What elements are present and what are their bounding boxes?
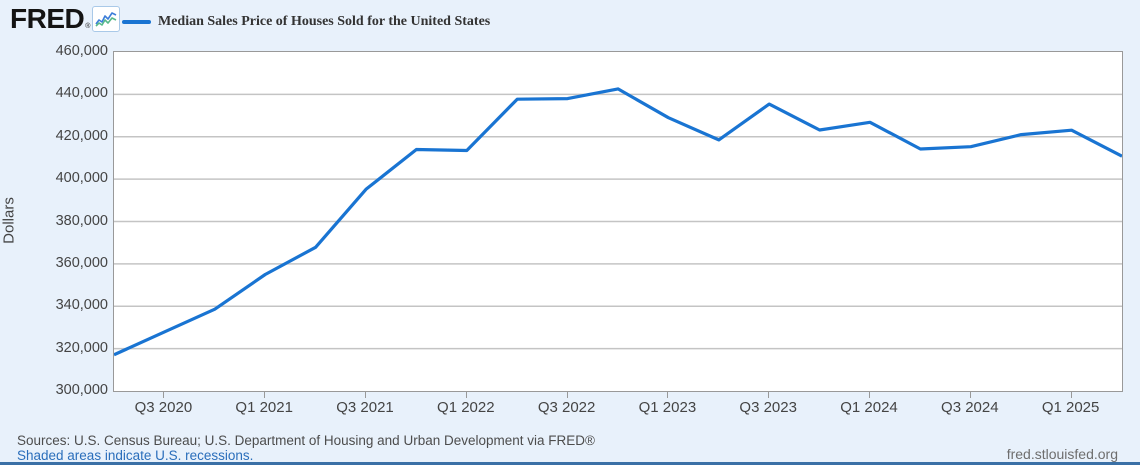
x-axis-tick [768,392,770,398]
bottom-accent-bar [0,462,1140,465]
x-axis-tick-label: Q3 2022 [537,399,596,416]
y-axis-tick-label: 320,000 [55,339,108,356]
y-axis-tick-label: 460,000 [55,43,108,59]
x-axis-tick-label: Q3 2023 [739,399,797,416]
x-axis-tick-label: Q1 2023 [638,399,697,416]
x-axis-tick-label: Q3 2024 [941,399,999,416]
registered-mark: ® [85,23,91,30]
x-axis-tick-label: Q1 2025 [1041,399,1100,416]
recessions-link[interactable]: Shaded areas indicate U.S. recessions. [17,448,254,463]
plot-area[interactable] [113,51,1123,392]
y-axis-tick-label: 380,000 [55,212,108,229]
series-title: Median Sales Price of Houses Sold for th… [158,14,491,29]
x-axis-tick [566,392,568,398]
y-axis-tick-label: 300,000 [55,382,108,398]
y-axis-tick-label: 420,000 [55,127,108,144]
x-axis-tick [667,392,669,398]
fred-logo-text: FRED [10,3,85,34]
x-axis-tick [1070,392,1072,398]
y-axis-tick-label: 340,000 [55,297,108,314]
y-axis-tick-label: 360,000 [55,254,108,271]
fred-site-link[interactable]: fred.stlouisfed.org [1006,446,1118,462]
x-axis-tick [163,392,165,398]
x-axis-tick-label: Q1 2022 [437,399,495,416]
price-line-chart [114,87,1122,357]
chart-legend: Median Sales Price of Houses Sold for th… [122,14,490,30]
y-axis-tick-label: 440,000 [55,85,108,102]
x-axis-tick [969,392,971,398]
x-axis-tick [869,392,870,398]
x-axis-tick [264,392,266,398]
y-axis-title: Dollars [0,197,18,244]
x-axis-tick-label: Q1 2021 [235,399,293,416]
legend-line-swatch [122,20,151,24]
fred-sparkline-icon [92,6,121,32]
x-axis-tick-label: Q3 2021 [336,399,394,416]
fred-logo: FRED ® [10,3,121,34]
x-axis-tick-label: Q1 2024 [840,399,898,416]
x-axis-tick [465,392,467,398]
x-axis-tick [365,392,366,398]
sources-note: Sources: U.S. Census Bureau; U.S. Depart… [17,433,595,448]
y-axis-tick-label: 400,000 [55,170,108,187]
x-axis-tick-label: Q3 2020 [134,399,193,416]
